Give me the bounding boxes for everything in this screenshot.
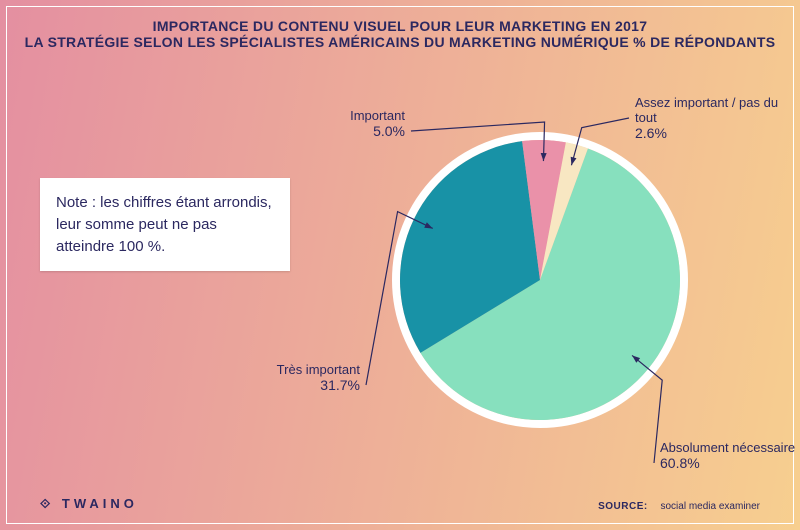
callout-value: 60.8% — [660, 455, 795, 471]
callout-label: Très important — [277, 362, 360, 377]
callout-absolument-necessaire: Absolument nécessaire 60.8% — [660, 440, 795, 471]
note-text: Note : les chiffres étant arrondis, leur… — [56, 192, 274, 257]
title-line-2: LA STRATÉGIE SELON LES SPÉCIALISTES AMÉR… — [0, 34, 800, 50]
brand-text: TWAINO — [62, 496, 138, 511]
callout-label: Absolument nécessaire — [660, 440, 795, 455]
callout-label: Important — [350, 108, 405, 123]
source-credit: SOURCE: social media examiner — [598, 501, 760, 512]
note-box: Note : les chiffres étant arrondis, leur… — [40, 178, 290, 271]
pie-svg — [392, 132, 688, 428]
callout-value: 2.6% — [635, 125, 800, 141]
brand-logo: ⟐ TWAINO — [40, 496, 138, 512]
callout-value: 31.7% — [277, 377, 360, 393]
title-line-1: IMPORTANCE DU CONTENU VISUEL POUR LEUR M… — [0, 18, 800, 34]
callout-label: Assez important / pas du tout — [635, 95, 800, 125]
callout-tres-important: Très important 31.7% — [277, 362, 360, 393]
chart-title: IMPORTANCE DU CONTENU VISUEL POUR LEUR M… — [0, 18, 800, 50]
pie-chart — [392, 132, 688, 428]
callout-assez-important: Assez important / pas du tout 2.6% — [635, 95, 800, 141]
callout-value: 5.0% — [350, 123, 405, 139]
source-label: SOURCE: — [598, 501, 648, 512]
brand-glyph: ⟐ — [40, 496, 54, 511]
callout-important: Important 5.0% — [350, 108, 405, 139]
source-text: social media examiner — [661, 501, 761, 512]
